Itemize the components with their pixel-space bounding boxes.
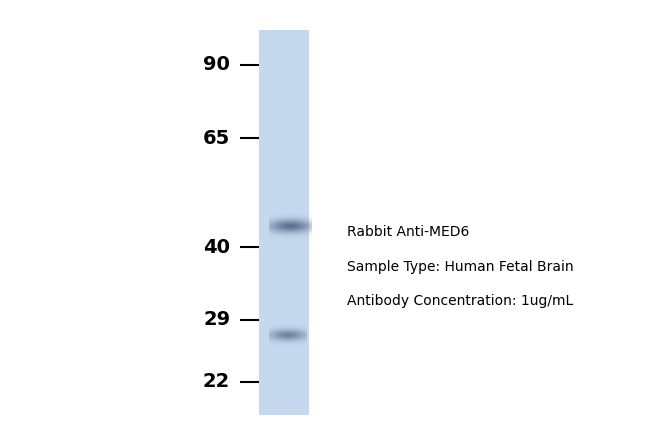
Text: 29: 29 bbox=[203, 310, 230, 329]
Text: Antibody Concentration: 1ug/mL: Antibody Concentration: 1ug/mL bbox=[347, 294, 573, 308]
Text: Rabbit Anti-MED6: Rabbit Anti-MED6 bbox=[347, 225, 469, 239]
Text: 65: 65 bbox=[203, 129, 230, 148]
Text: Sample Type: Human Fetal Brain: Sample Type: Human Fetal Brain bbox=[347, 260, 573, 273]
Text: 90: 90 bbox=[203, 55, 230, 74]
Text: 22: 22 bbox=[203, 372, 230, 391]
Text: 40: 40 bbox=[203, 238, 230, 257]
Bar bbox=[259, 30, 309, 415]
